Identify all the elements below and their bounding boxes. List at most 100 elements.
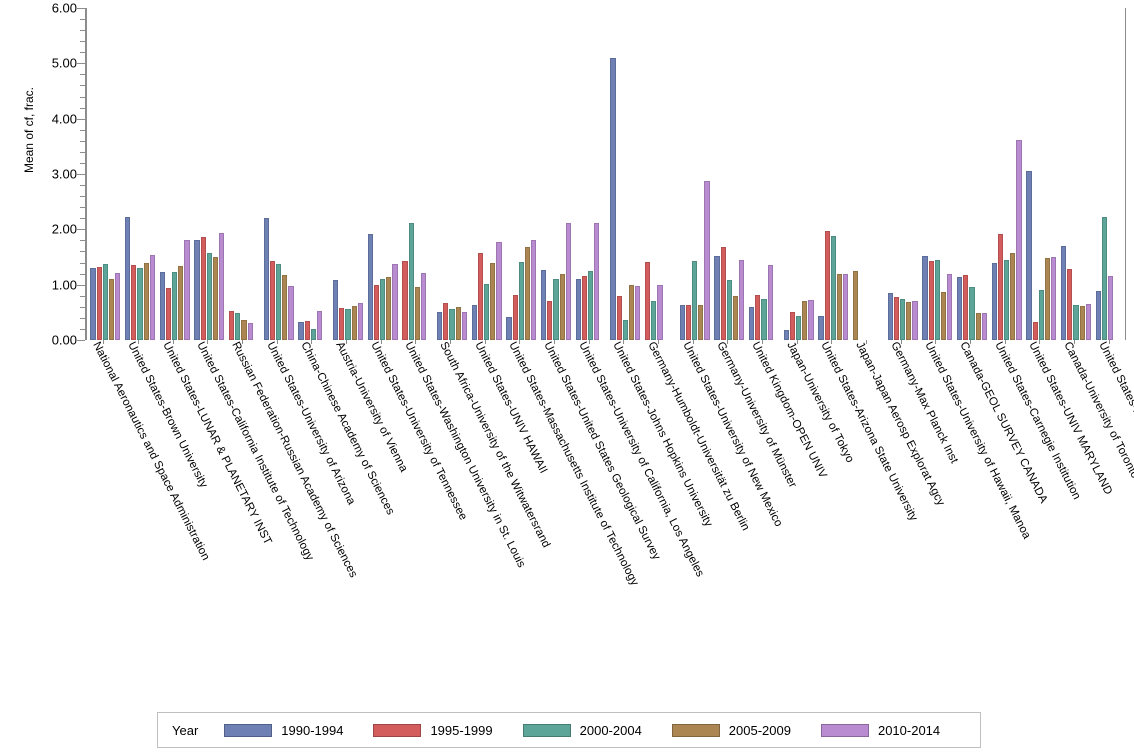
bar bbox=[345, 309, 351, 340]
x-tick bbox=[796, 340, 798, 344]
bar bbox=[165, 288, 172, 340]
y-tick-minor bbox=[80, 140, 85, 142]
y-tick-label: 5.00 bbox=[51, 55, 77, 71]
legend-items: 1990-1994 1995-1999 2000-2004 2005-2009 2010… bbox=[224, 723, 970, 738]
bar bbox=[1095, 291, 1101, 340]
y-tick-major bbox=[77, 118, 85, 120]
bar bbox=[402, 260, 408, 340]
bar-group bbox=[783, 8, 814, 340]
bar bbox=[1016, 139, 1022, 340]
bar bbox=[269, 261, 276, 340]
bar bbox=[131, 265, 137, 340]
bar bbox=[380, 279, 386, 340]
bar bbox=[200, 236, 206, 340]
bar bbox=[219, 233, 225, 340]
bar bbox=[420, 272, 427, 340]
bar-group bbox=[887, 8, 918, 340]
y-tick-minor bbox=[80, 151, 85, 153]
bar-group bbox=[367, 8, 398, 340]
y-tick-minor bbox=[80, 196, 85, 198]
legend-item[interactable]: 2005-2009 bbox=[671, 723, 791, 738]
bar bbox=[194, 239, 200, 340]
bar bbox=[316, 311, 323, 340]
bar bbox=[386, 277, 392, 340]
y-tick-minor bbox=[80, 240, 85, 242]
y-tick-label: 2.00 bbox=[51, 221, 77, 237]
bar bbox=[755, 295, 761, 340]
bar bbox=[732, 295, 739, 340]
y-tick-label: 6.00 bbox=[51, 0, 77, 16]
bar bbox=[1032, 322, 1038, 340]
bar bbox=[657, 284, 663, 340]
x-tick bbox=[1004, 340, 1006, 344]
bar bbox=[449, 309, 455, 340]
bar bbox=[1085, 304, 1091, 340]
y-tick-minor bbox=[80, 185, 85, 187]
x-tick bbox=[138, 340, 139, 344]
bar bbox=[622, 320, 628, 340]
y-tick-minor bbox=[80, 74, 85, 76]
y-tick-minor bbox=[80, 317, 85, 319]
bar bbox=[282, 274, 288, 340]
bar bbox=[443, 302, 449, 340]
legend-item[interactable]: 1990-1994 bbox=[224, 723, 343, 738]
legend-label: 2000-2004 bbox=[579, 722, 642, 738]
y-tick-minor bbox=[80, 295, 85, 297]
x-tick bbox=[1039, 340, 1041, 344]
bar bbox=[357, 302, 363, 340]
x-tick bbox=[554, 340, 555, 344]
bar bbox=[789, 311, 796, 340]
bar bbox=[893, 297, 900, 340]
bar bbox=[610, 57, 616, 340]
legend[interactable]: Year 1990-1994 1995-1999 2000-2004 2005-200… bbox=[157, 712, 981, 748]
bar bbox=[818, 316, 824, 340]
x-tick bbox=[1074, 340, 1075, 344]
bar bbox=[1038, 290, 1044, 340]
bar-group bbox=[922, 8, 953, 340]
bar bbox=[351, 306, 357, 340]
bar-group bbox=[90, 8, 121, 340]
y-tick-minor bbox=[80, 96, 85, 98]
bar-group bbox=[818, 8, 849, 340]
bar bbox=[588, 271, 594, 340]
y-tick-minor bbox=[80, 129, 85, 131]
bar-group bbox=[541, 8, 571, 340]
bar bbox=[455, 306, 461, 340]
bar bbox=[339, 307, 345, 340]
bar bbox=[547, 300, 553, 340]
x-axis-category-label: Germany-Max Planck Inst bbox=[887, 340, 960, 466]
legend-item[interactable]: 2010-2014 bbox=[820, 723, 940, 738]
bar bbox=[367, 233, 373, 340]
bar bbox=[912, 301, 918, 340]
bar bbox=[830, 235, 836, 340]
bar bbox=[928, 260, 934, 340]
bar bbox=[414, 287, 420, 340]
x-tick bbox=[276, 340, 278, 344]
y-tick-minor bbox=[80, 207, 85, 209]
bar-group bbox=[957, 8, 987, 340]
bar-group bbox=[610, 8, 641, 340]
legend-item[interactable]: 1995-1999 bbox=[373, 723, 493, 738]
y-tick-minor bbox=[80, 19, 85, 21]
bar bbox=[518, 261, 524, 340]
y-tick-minor bbox=[80, 162, 85, 164]
bar bbox=[461, 312, 467, 340]
bar bbox=[698, 305, 704, 340]
bar bbox=[1004, 260, 1010, 340]
bar bbox=[645, 261, 651, 340]
bar bbox=[96, 266, 102, 340]
bar-group bbox=[263, 8, 294, 340]
legend-swatch bbox=[522, 723, 571, 737]
legend-item[interactable]: 2000-2004 bbox=[522, 722, 642, 738]
bar bbox=[906, 301, 912, 340]
bar bbox=[940, 291, 947, 340]
bar bbox=[628, 284, 635, 340]
bar bbox=[1079, 305, 1085, 340]
bar bbox=[969, 286, 975, 340]
bar bbox=[997, 234, 1004, 340]
bar bbox=[206, 252, 212, 340]
bar bbox=[437, 311, 443, 340]
y-tick-major bbox=[77, 8, 85, 9]
x-tick bbox=[519, 340, 521, 344]
bar bbox=[524, 247, 531, 340]
